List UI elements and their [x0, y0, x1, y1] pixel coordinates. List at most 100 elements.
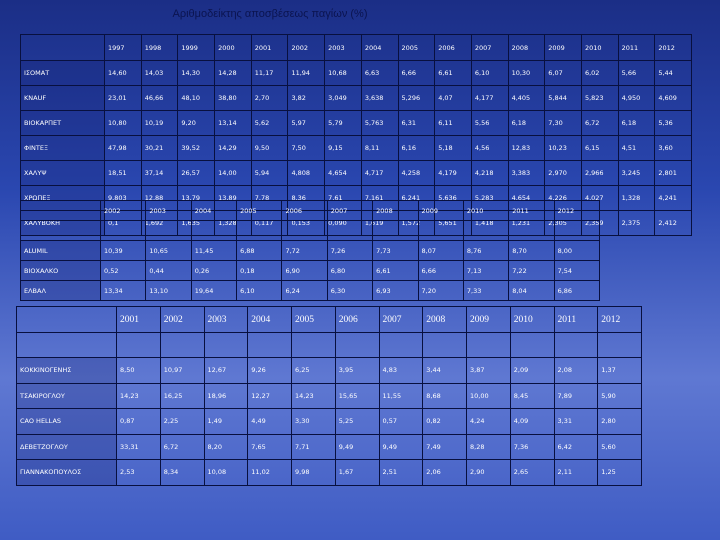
company-name: ΙΣΟΜΑΤ [20, 60, 105, 86]
spacer-cell [334, 331, 380, 358]
header-corner [20, 200, 101, 221]
value-cell: 8,04 [508, 280, 555, 301]
table-row: ΕΛΒΑΛ 13,34 13,10 19,64 6,10 6,24 6,30 6,93 7,20… [20, 280, 601, 301]
value-cell: 6,24 [281, 280, 328, 301]
value-cell: 4,950 [617, 85, 656, 111]
value-cell: 0,26 [190, 260, 238, 281]
value-cell: 7,54 [553, 260, 601, 281]
value-cell: 5,94 [250, 160, 289, 186]
value-cell: 4,83 [378, 357, 424, 384]
value-cell: 1,67 [334, 459, 380, 486]
year-header: 2004 [247, 306, 292, 333]
value-cell: 6,10 [470, 60, 509, 86]
value-cell: 6,25 [291, 357, 336, 384]
year-header: 2008 [372, 200, 419, 221]
value-cell: 4,258 [397, 160, 436, 186]
value-cell: 13,14 [214, 110, 252, 136]
value-cell: 0,82 [422, 408, 467, 435]
value-cell: 8,07 [417, 240, 464, 261]
value-cell: 2,51 [378, 459, 424, 486]
value-cell: 3,60 [654, 135, 692, 161]
value-cell: 6,90 [281, 260, 328, 281]
value-cell: 4,654 [324, 160, 362, 186]
value-cell: 2,09 [509, 357, 555, 384]
company-name: ALUMIL [20, 240, 101, 261]
year-header: 2003 [324, 34, 362, 61]
value-cell: 5,90 [597, 382, 642, 409]
header-corner [16, 306, 117, 333]
company-name: ΒΙΟΚΑΡΠΕΤ [20, 110, 105, 136]
value-cell: 9,26 [247, 357, 292, 384]
value-cell: 16,25 [159, 382, 205, 409]
table-row: ΒΙΟΚΑΡΠΕΤ 10,80 10,19 9,20 13,14 5,62 5,97 5,79… [20, 110, 692, 136]
value-cell: 15,65 [334, 382, 380, 409]
company-name: ΦΙΝΤΕΞ [20, 135, 105, 161]
spacer-cell [16, 331, 117, 358]
value-cell: 7,26 [326, 240, 374, 261]
value-cell: 12,83 [507, 135, 546, 161]
value-cell: 2,65 [509, 459, 555, 486]
spacer-cell [553, 331, 599, 358]
spacer-cell [99, 220, 147, 241]
value-cell: 6,93 [372, 280, 419, 301]
year-header: 2004 [190, 200, 238, 221]
table-row: KNAUF 23,01 46,66 48,10 38,80 2,70 3,82 3,049 3,… [20, 85, 692, 111]
table-1-body: 1997 1998 1999 2000 2001 2002 2003 2004 2005 2006… [20, 34, 692, 236]
value-cell: 8,76 [462, 240, 510, 261]
value-cell: 6,66 [397, 60, 436, 86]
value-cell: 3,87 [466, 357, 511, 384]
value-cell: 6,86 [553, 280, 601, 301]
table-row: ΦΙΝΤΕΞ 47,98 30,21 39,52 14,29 9,50 7,50 9,15 8,… [20, 135, 692, 161]
value-cell: 4,49 [247, 408, 292, 435]
value-cell: 6,61 [372, 260, 419, 281]
value-cell: 4,09 [509, 408, 555, 435]
value-cell: 14,00 [214, 160, 252, 186]
value-cell: 5,62 [250, 110, 289, 136]
value-cell: 5,44 [654, 60, 692, 86]
table-row: ΒΙΟΧΑΛΚΟ 0,52 0,44 0,26 0,18 6,90 6,80 6,61 6,66… [20, 260, 601, 281]
value-cell: 9,98 [291, 459, 336, 486]
value-cell: 2,375 [617, 210, 656, 236]
spacer-cell [417, 220, 464, 241]
spacer-cell [326, 220, 374, 241]
value-cell: 14,60 [104, 60, 142, 86]
value-cell: 5,25 [334, 408, 380, 435]
year-header: 1997 [104, 34, 142, 61]
page-title: Αριθμοδείκτης αποσβέσεως παγίων (%) [172, 8, 368, 20]
value-cell: 8,28 [466, 433, 511, 460]
spacer-row [20, 220, 601, 241]
year-header: 2002 [287, 34, 326, 61]
year-header: 2010 [580, 34, 619, 61]
value-cell: 11,45 [190, 240, 238, 261]
value-cell: 4,609 [654, 85, 692, 111]
value-cell: 4,24 [466, 408, 511, 435]
year-header: 2009 [544, 34, 582, 61]
value-cell: 6,88 [236, 240, 283, 261]
value-cell: 8,70 [508, 240, 555, 261]
value-cell: 4,808 [287, 160, 326, 186]
year-header: 2012 [597, 306, 642, 333]
company-name: ΓΙΑΝΝΑΚΟΠΟΥΛΟΣ [16, 459, 117, 486]
value-cell: 47,98 [104, 135, 142, 161]
table-3-body: 2001 2002 2003 2004 2005 2006 2007 2008 2009 2010… [16, 306, 642, 486]
header-row: 2002 2003 2004 2005 2006 2007 2008 2009 2010 2011… [20, 200, 601, 221]
value-cell: 18,51 [104, 160, 142, 186]
depreciation-table-3: 2001 2002 2003 2004 2005 2006 2007 2008 2009 2010… [16, 306, 642, 486]
value-cell: 5,97 [287, 110, 326, 136]
table-row: CAO HELLAS 0,87 2,25 1,49 4,49 3,30 5,25 0,57 0,… [16, 408, 642, 435]
value-cell: 7,71 [291, 433, 336, 460]
year-header: 2008 [422, 306, 467, 333]
value-cell: 8,20 [203, 433, 249, 460]
value-cell: 3,245 [617, 160, 656, 186]
value-cell: 11,94 [287, 60, 326, 86]
spacer-cell [553, 220, 601, 241]
year-header: 2006 [281, 200, 328, 221]
value-cell: 4,241 [654, 185, 692, 211]
value-cell: 7,22 [508, 260, 555, 281]
year-header: 2012 [553, 200, 601, 221]
value-cell: 6,63 [360, 60, 399, 86]
value-cell: 30,21 [140, 135, 179, 161]
spacer-cell [116, 331, 161, 358]
year-header: 2003 [203, 306, 249, 333]
value-cell: 7,36 [509, 433, 555, 460]
